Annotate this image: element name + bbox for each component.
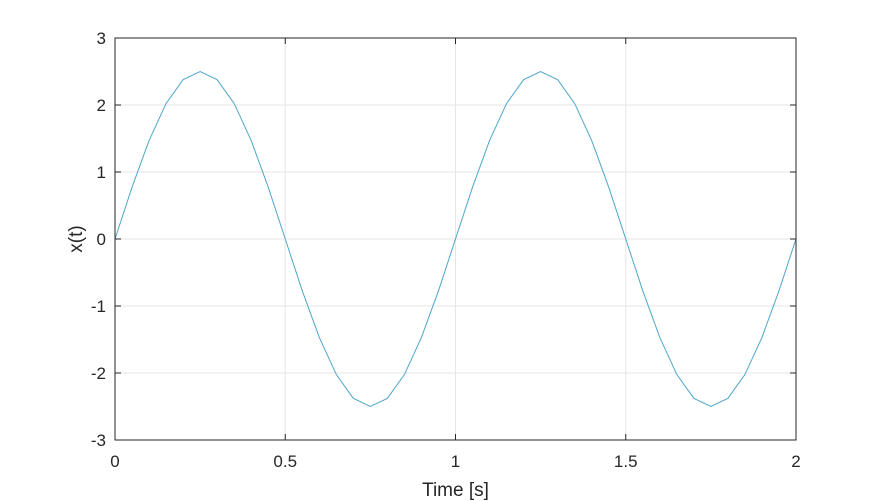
y-axis-label: x(t) — [66, 225, 87, 252]
x-tick-label: 2 — [791, 452, 800, 471]
y-tick-label: -1 — [91, 297, 106, 316]
y-tick-label: -3 — [91, 431, 106, 450]
y-tick-labels: -3 -2 -1 0 1 2 3 — [91, 29, 106, 450]
y-tick-label: -2 — [91, 364, 106, 383]
x-tick-labels: 0 0.5 1 1.5 2 — [110, 452, 800, 471]
series-line — [114, 70, 797, 408]
x-axis-label: Time [s] — [422, 480, 489, 501]
ticks — [114, 37, 797, 441]
x-tick-label: 0 — [110, 452, 119, 471]
y-tick-label: 0 — [97, 230, 106, 249]
y-tick-label: 2 — [97, 96, 106, 115]
x-tick-label: 1 — [451, 452, 460, 471]
y-tick-label: 3 — [97, 29, 106, 48]
x-tick-label: 1.5 — [614, 452, 638, 471]
y-tick-label: 1 — [97, 163, 106, 182]
x-tick-label: 0.5 — [273, 452, 297, 471]
